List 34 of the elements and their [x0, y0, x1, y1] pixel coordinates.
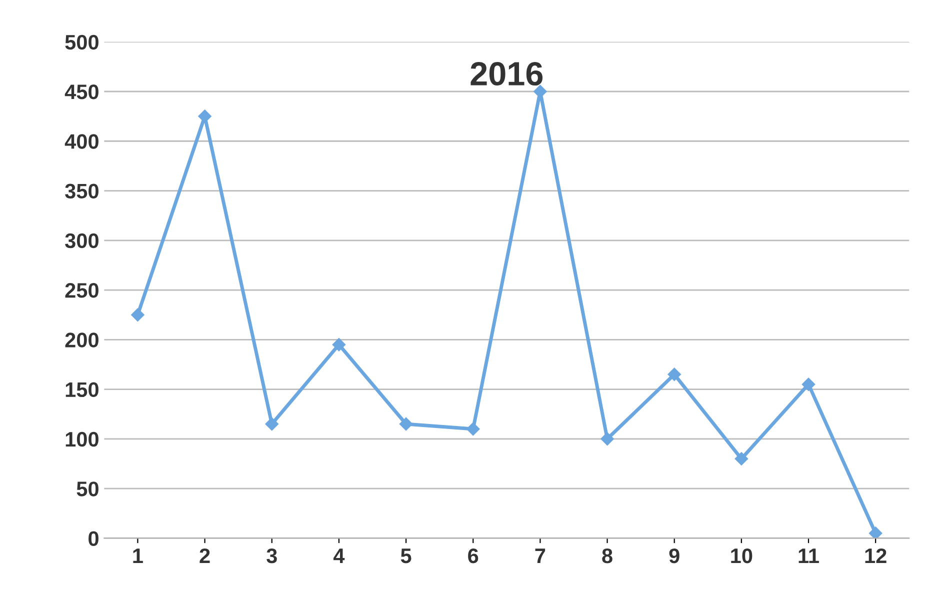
y-tick-label: 500 — [65, 34, 98, 50]
x-tick-label: 5 — [400, 548, 412, 564]
point — [600, 432, 614, 446]
y-tick-label: 100 — [66, 432, 98, 447]
x-tick-label: 8 — [602, 548, 612, 564]
x-tick-label: 6 — [468, 548, 478, 564]
x-tick-label: 9 — [669, 548, 680, 564]
y-tick-label: 400 — [64, 134, 98, 149]
x-tick-label: 4 — [333, 548, 345, 564]
point — [332, 338, 346, 352]
x-tick-label: 2 — [200, 548, 210, 564]
x-tick-label: 7 — [535, 548, 546, 564]
y-tick-label: 300 — [65, 233, 98, 248]
point — [399, 417, 413, 431]
y-tick-label: 450 — [64, 84, 98, 100]
x-tick-label: 3 — [266, 548, 277, 564]
x-tick-label: 11 — [798, 548, 819, 564]
point — [466, 422, 480, 436]
x-tick-label: 1 — [133, 548, 143, 564]
y-tick-label: 350 — [65, 184, 98, 199]
chart-title: 2016 — [470, 62, 543, 86]
point — [734, 452, 748, 466]
point — [265, 417, 278, 431]
point — [868, 526, 882, 538]
x-tick-label: 10 — [731, 548, 752, 564]
y-tick-label: 200 — [65, 332, 98, 348]
x-tick-label: 12 — [865, 548, 886, 564]
y-tick-label: 50 — [76, 482, 98, 496]
y-tick-label: 0 — [88, 531, 98, 546]
point — [802, 378, 816, 391]
point — [131, 308, 144, 322]
y-tick-label: 250 — [65, 283, 98, 298]
point — [668, 368, 681, 381]
y-tick-label: 150 — [66, 382, 98, 398]
